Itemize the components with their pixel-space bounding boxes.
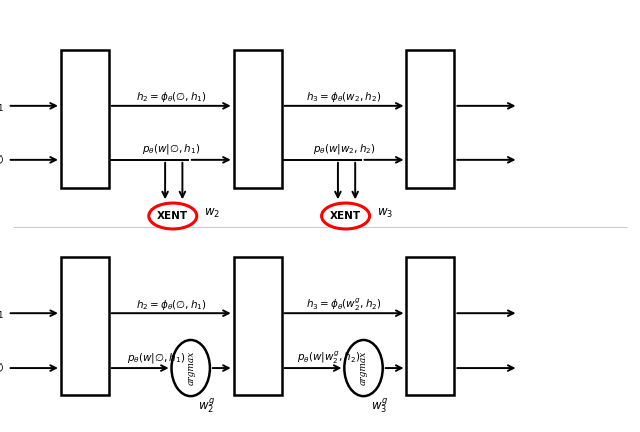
Text: $w_3$: $w_3$ (378, 207, 394, 220)
Bar (406, 50, 454, 188)
Text: $h_3 = \phi_\theta(w_2^g, h_2)$: $h_3 = \phi_\theta(w_2^g, h_2)$ (306, 296, 382, 313)
Text: argmax: argmax (359, 351, 368, 385)
Ellipse shape (172, 340, 210, 396)
Bar (406, 257, 454, 395)
Text: $p_\theta(w|w_2, h_2)$: $p_\theta(w|w_2, h_2)$ (313, 142, 375, 156)
Text: $p_\theta(w|\emptyset, h_1)$: $p_\theta(w|\emptyset, h_1)$ (127, 351, 186, 365)
Text: $h_2 = \phi_\theta(\emptyset, h_1)$: $h_2 = \phi_\theta(\emptyset, h_1)$ (136, 298, 207, 311)
Text: $\emptyset$: $\emptyset$ (0, 153, 4, 167)
Text: $h_3 = \phi_\theta(w_2, h_2)$: $h_3 = \phi_\theta(w_2, h_2)$ (307, 90, 381, 104)
Text: XENT: XENT (330, 211, 361, 221)
Ellipse shape (149, 203, 197, 229)
Text: $h_1$: $h_1$ (0, 98, 4, 114)
Text: $p_\theta(w|w_2^g, h_2)$: $p_\theta(w|w_2^g, h_2)$ (298, 349, 360, 366)
Text: $w_2^g$: $w_2^g$ (198, 396, 215, 415)
Bar (234, 257, 282, 395)
Text: $w_3^g$: $w_3^g$ (371, 396, 388, 415)
Bar (61, 257, 109, 395)
Text: XENT: XENT (157, 211, 188, 221)
Ellipse shape (322, 203, 370, 229)
Text: $p_\theta(w|\emptyset, h_1)$: $p_\theta(w|\emptyset, h_1)$ (142, 142, 200, 156)
Bar (61, 50, 109, 188)
Text: $\emptyset$: $\emptyset$ (0, 361, 4, 375)
Text: $w_2$: $w_2$ (205, 207, 221, 220)
Text: $h_2 = \phi_\theta(\emptyset, h_1)$: $h_2 = \phi_\theta(\emptyset, h_1)$ (136, 90, 207, 104)
Bar (234, 50, 282, 188)
Ellipse shape (344, 340, 383, 396)
Text: $h_1$: $h_1$ (0, 305, 4, 321)
Text: argmax: argmax (186, 351, 195, 385)
